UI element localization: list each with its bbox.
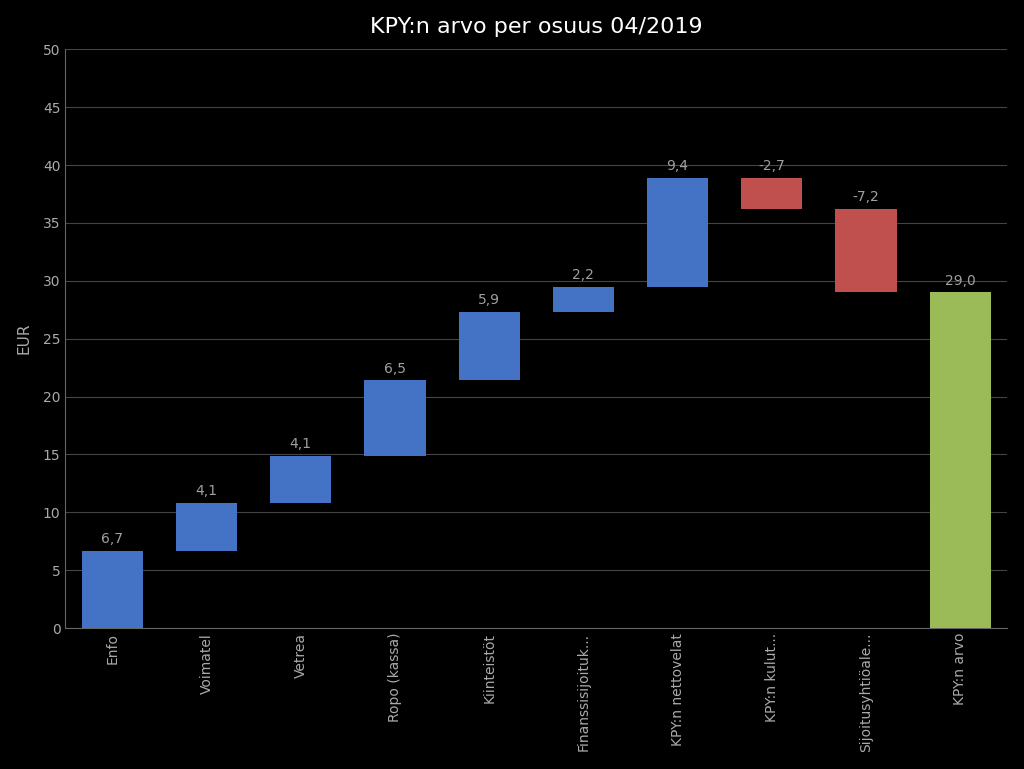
Bar [553,287,614,312]
Bar [176,503,238,551]
Text: 4,1: 4,1 [196,484,217,498]
Text: -7,2: -7,2 [853,191,880,205]
Bar [459,312,520,381]
Text: 9,4: 9,4 [667,159,688,173]
Text: -2,7: -2,7 [759,159,785,173]
Text: 6,5: 6,5 [384,361,406,376]
Bar [836,209,897,292]
Bar [270,455,332,503]
Bar [82,551,143,628]
Title: KPY:n arvo per osuus 04/2019: KPY:n arvo per osuus 04/2019 [370,17,702,37]
Bar [365,381,426,455]
Y-axis label: EUR: EUR [16,323,32,355]
Text: 2,2: 2,2 [572,268,594,282]
Bar [741,178,803,209]
Text: 29,0: 29,0 [945,274,976,288]
Text: 6,7: 6,7 [101,532,123,546]
Bar [930,292,991,628]
Text: 5,9: 5,9 [478,294,500,308]
Bar [647,178,709,287]
Text: 4,1: 4,1 [290,437,311,451]
